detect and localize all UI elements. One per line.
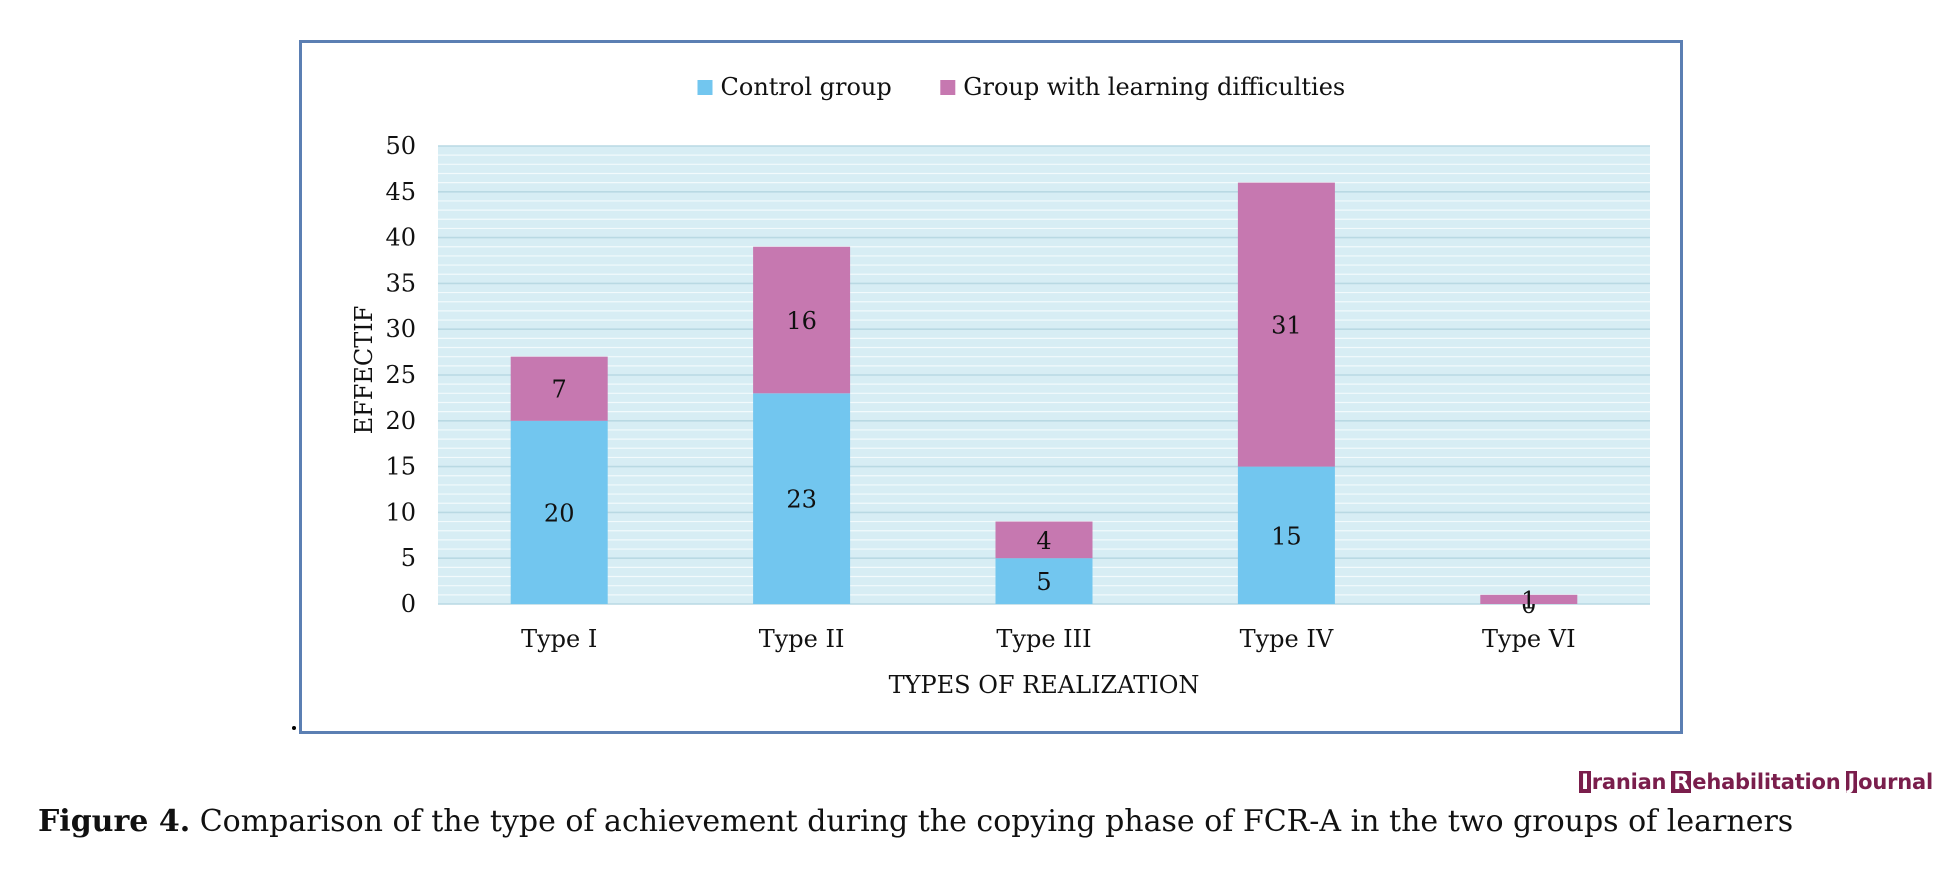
bar-control — [995, 558, 1093, 604]
bar-data-label: 23 — [786, 486, 817, 514]
y-tick-label: 15 — [385, 453, 416, 481]
legend-label: Control group — [721, 73, 892, 101]
x-tick-label: Type IV — [1240, 625, 1334, 653]
legend-swatch — [697, 80, 713, 95]
y-tick-label: 30 — [385, 315, 416, 343]
chart-frame: 0 5 10 15 20 25 30 35 40 45 50 20 7 Type I 23 16 Type II… — [299, 40, 1683, 734]
figure-label: Figure 4. — [38, 804, 191, 839]
y-tick-label: 0 — [401, 590, 416, 618]
x-tick-label: Type VI — [1482, 625, 1576, 653]
bar-learning-difficulties — [1480, 594, 1578, 604]
bar-control — [753, 393, 851, 604]
bar-data-label: 20 — [544, 499, 575, 527]
bar-data-label: 5 — [1036, 568, 1051, 596]
bar-learning-difficulties — [753, 246, 851, 394]
x-tick-label: Type III — [996, 625, 1091, 653]
x-tick-label: Type II — [759, 625, 845, 653]
bar-data-label: 16 — [786, 307, 817, 335]
figure-caption-text: Comparison of the type of achievement du… — [199, 804, 1794, 839]
bar-data-label: 15 — [1271, 522, 1302, 550]
y-tick-label: 40 — [385, 224, 416, 252]
bar-data-label: 4 — [1036, 527, 1051, 555]
bar-learning-difficulties — [995, 521, 1093, 559]
bar-learning-difficulties — [1237, 182, 1335, 467]
y-axis-title: EFFECTIF — [350, 306, 378, 435]
y-tick-label: 10 — [385, 498, 416, 526]
bar-learning-difficulties — [510, 356, 608, 421]
figure-caption: Figure 4. Comparison of the type of achi… — [38, 804, 1918, 839]
y-tick-label: 5 — [401, 544, 416, 572]
bar-data-label: 31 — [1271, 312, 1302, 340]
x-axis-title: TYPES OF REALIZATION — [889, 671, 1200, 699]
y-tick-label: 25 — [385, 361, 416, 389]
bar-control — [510, 420, 608, 604]
x-tick-label: Type I — [521, 625, 597, 653]
legend-swatch — [940, 80, 956, 95]
stray-dot — [292, 726, 296, 730]
y-tick-label: 45 — [385, 178, 416, 206]
bar-data-label: 1 — [1521, 586, 1536, 614]
y-tick-label: 50 — [385, 132, 416, 160]
y-tick-label: 20 — [385, 407, 416, 435]
y-tick-label: 35 — [385, 269, 416, 297]
legend-label: Group with learning difficulties — [963, 73, 1345, 101]
bar-data-label: 7 — [552, 376, 567, 404]
bar-control — [1237, 466, 1335, 604]
